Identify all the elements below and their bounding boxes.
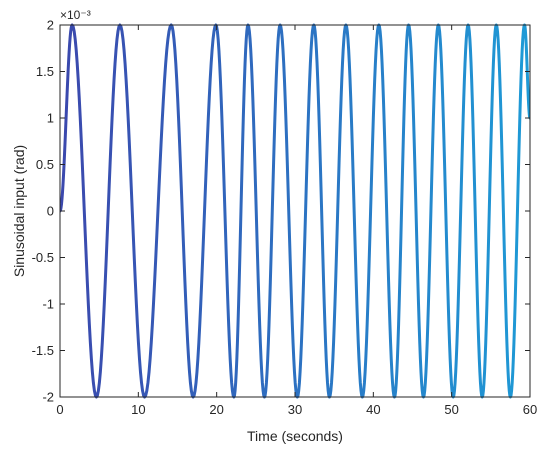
x-tick-label-2: 20 — [209, 402, 223, 417]
x-tick-label-5: 50 — [444, 402, 458, 417]
x-tick-label-3: 30 — [288, 402, 302, 417]
y-tick-label-7: 1.5 — [36, 64, 54, 79]
y-exponent-label: ×10⁻³ — [60, 8, 91, 22]
x-tick-label-4: 40 — [366, 402, 380, 417]
y-tick-label-1: -1.5 — [32, 343, 54, 358]
y-axis: -2 -1.5 -1 -0.5 0 0.5 1 1.5 2 — [32, 18, 530, 405]
y-tick-label-4: 0 — [47, 204, 54, 219]
y-tick-label-5: 0.5 — [36, 157, 54, 172]
x-tick-label-1: 10 — [131, 402, 145, 417]
x-tick-label-6: 60 — [523, 402, 537, 417]
x-tick-label-0: 0 — [56, 402, 63, 417]
x-axis-label: Time (seconds) — [247, 428, 343, 444]
y-tick-label-8: 2 — [47, 18, 54, 33]
y-tick-label-0: -2 — [42, 390, 54, 405]
y-tick-label-3: -0.5 — [32, 250, 54, 265]
x-axis: 0 10 20 30 40 50 60 — [56, 25, 537, 417]
y-tick-label-2: -1 — [42, 297, 54, 312]
y-tick-label-6: 1 — [47, 111, 54, 126]
y-axis-label: Sinusoidal input (rad) — [11, 145, 27, 277]
